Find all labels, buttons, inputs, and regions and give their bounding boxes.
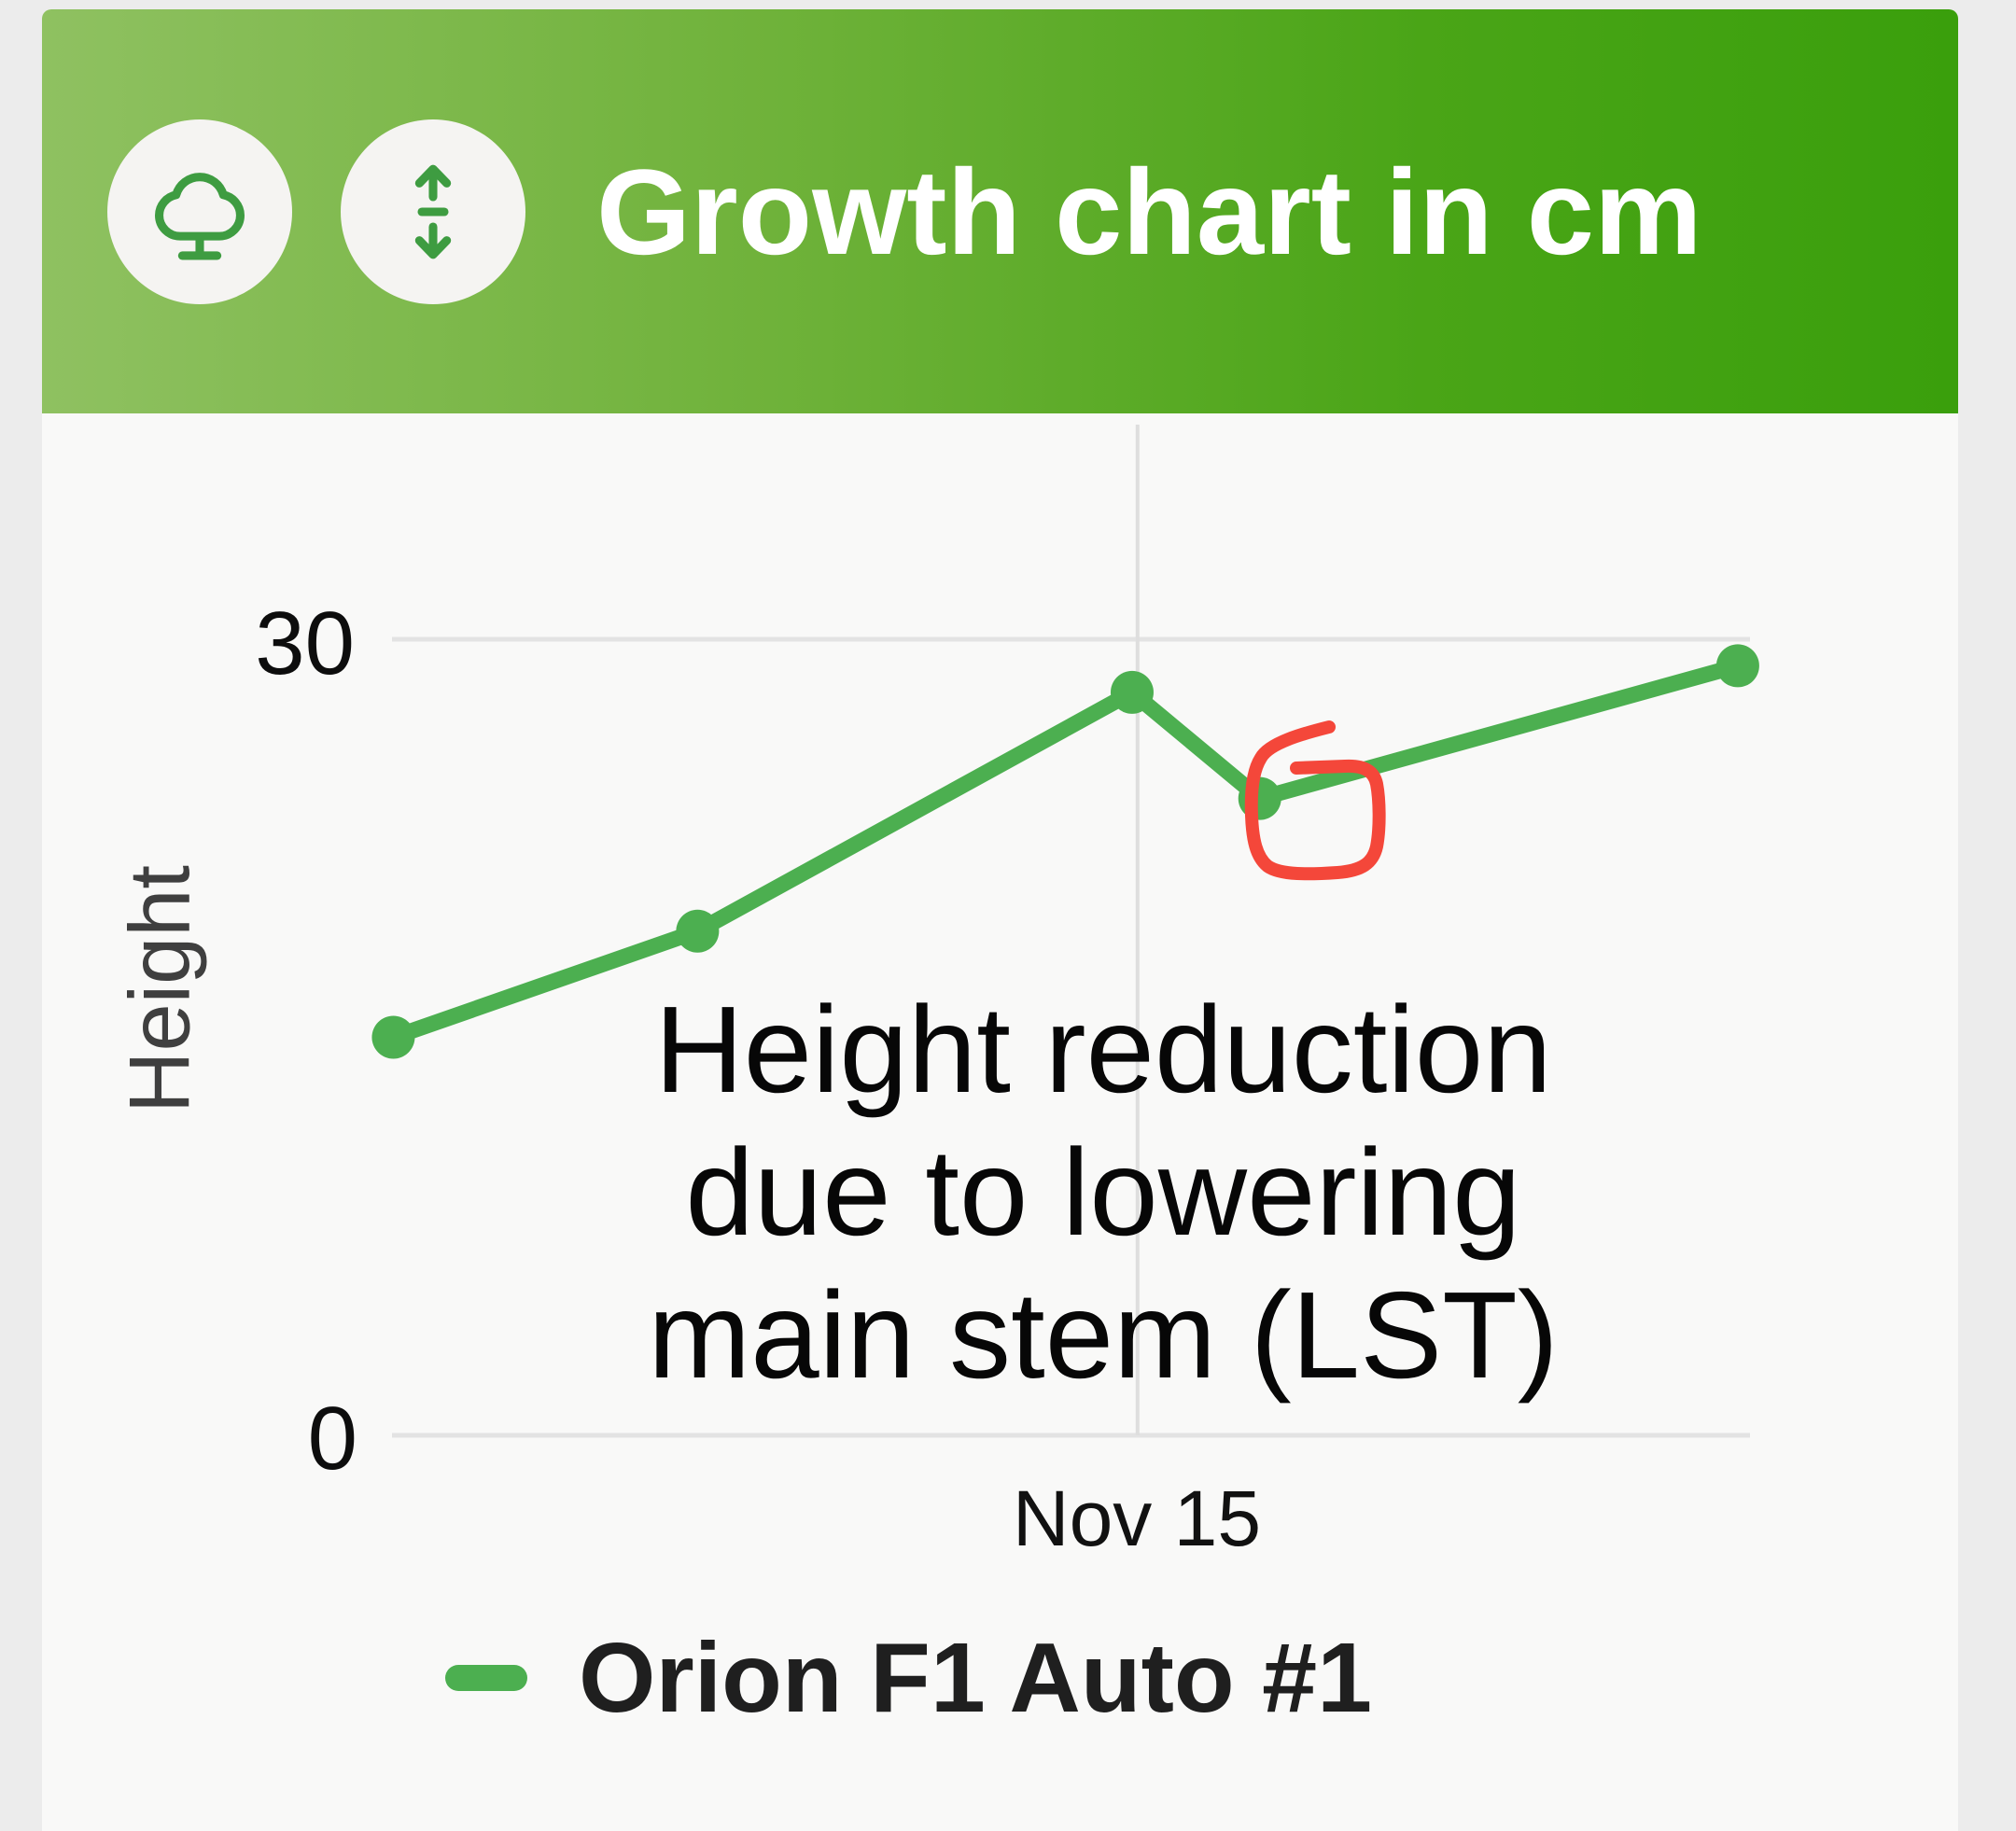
y-axis-tick-0: 0	[307, 1389, 357, 1489]
card-header: Growth chart in cm	[42, 9, 1958, 413]
tree-icon	[155, 172, 245, 259]
chart-title: Growth chart in cm	[596, 143, 1702, 280]
height-arrows-icon	[414, 164, 452, 259]
annotation-line-3: main stem (LST)	[648, 1266, 1559, 1404]
annotation-line-1: Height reduction	[654, 981, 1552, 1118]
height-button[interactable]	[341, 119, 525, 304]
y-axis-title: Height	[112, 865, 208, 1113]
x-axis-tick-nov15: Nov 15	[1012, 1475, 1262, 1562]
annotation-text: Height reduction due to lowering main st…	[648, 978, 1559, 1406]
tree-button[interactable]	[107, 119, 292, 304]
y-axis-tick-30: 30	[255, 594, 355, 693]
chart-legend: Orion F1 Auto #1	[445, 1621, 1372, 1736]
annotation-line-2: due to lowering	[685, 1124, 1521, 1261]
legend-series-label: Orion F1 Auto #1	[579, 1623, 1373, 1733]
legend-series-swatch	[445, 1665, 527, 1692]
